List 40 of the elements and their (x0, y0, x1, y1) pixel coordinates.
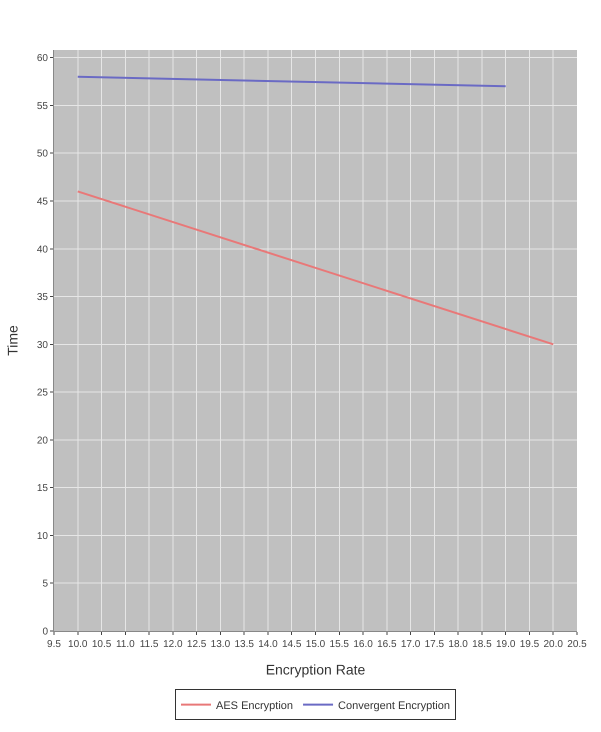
x-tick-label: 9.5 (47, 639, 62, 650)
x-tick-label: 12.0 (163, 639, 184, 650)
y-tick-label: 60 (36, 53, 48, 64)
x-tick-label: 11.5 (140, 639, 159, 650)
x-tick-label: 16.0 (353, 639, 374, 650)
x-axis-title: Encryption Rate (266, 661, 366, 678)
y-tick-label: 40 (36, 244, 48, 256)
x-tick-label: 11.0 (116, 639, 136, 650)
x-tick-label: 14.0 (258, 639, 278, 650)
x-tick-label: 20.0 (543, 639, 564, 650)
x-tick-label: 10.5 (92, 639, 112, 650)
y-tick-label: 45 (36, 196, 48, 208)
y-tick-label: 10 (36, 530, 48, 542)
x-tick-label: 15.0 (306, 639, 326, 650)
x-tick-label: 18.5 (472, 639, 492, 650)
x-tick-label: 16.5 (377, 639, 397, 650)
x-tick-label: 18.0 (448, 639, 468, 650)
x-tick-label: 15.5 (330, 639, 350, 650)
y-axis-title: Time (4, 324, 20, 356)
y-tick-label: 5 (42, 578, 48, 590)
x-tick-label: 12.5 (186, 639, 207, 650)
legend-label: AES Encryption (216, 700, 294, 712)
y-tick-label: 30 (36, 340, 48, 351)
x-tick-label: 13.5 (234, 639, 254, 650)
y-tick-label: 35 (36, 292, 48, 304)
x-tick-label: 17.0 (400, 639, 421, 650)
legend-label: Convergent Encryption (338, 700, 450, 712)
y-tick-label: 55 (36, 100, 48, 112)
y-tick-label: 0 (42, 626, 48, 638)
y-tick-label: 20 (36, 435, 48, 446)
x-tick-label: 10.0 (68, 639, 88, 650)
x-tick-label: 20.5 (567, 639, 588, 650)
x-tick-label: 19.5 (520, 639, 540, 650)
x-tick-label: 13.0 (210, 639, 231, 650)
x-tick-label: 17.5 (424, 639, 445, 650)
y-tick-label: 25 (36, 388, 48, 399)
x-tick-label: 14.5 (282, 639, 302, 650)
y-tick-label: 50 (36, 148, 48, 160)
y-tick-label: 15 (36, 483, 48, 494)
x-tick-label: 19.0 (496, 639, 516, 650)
